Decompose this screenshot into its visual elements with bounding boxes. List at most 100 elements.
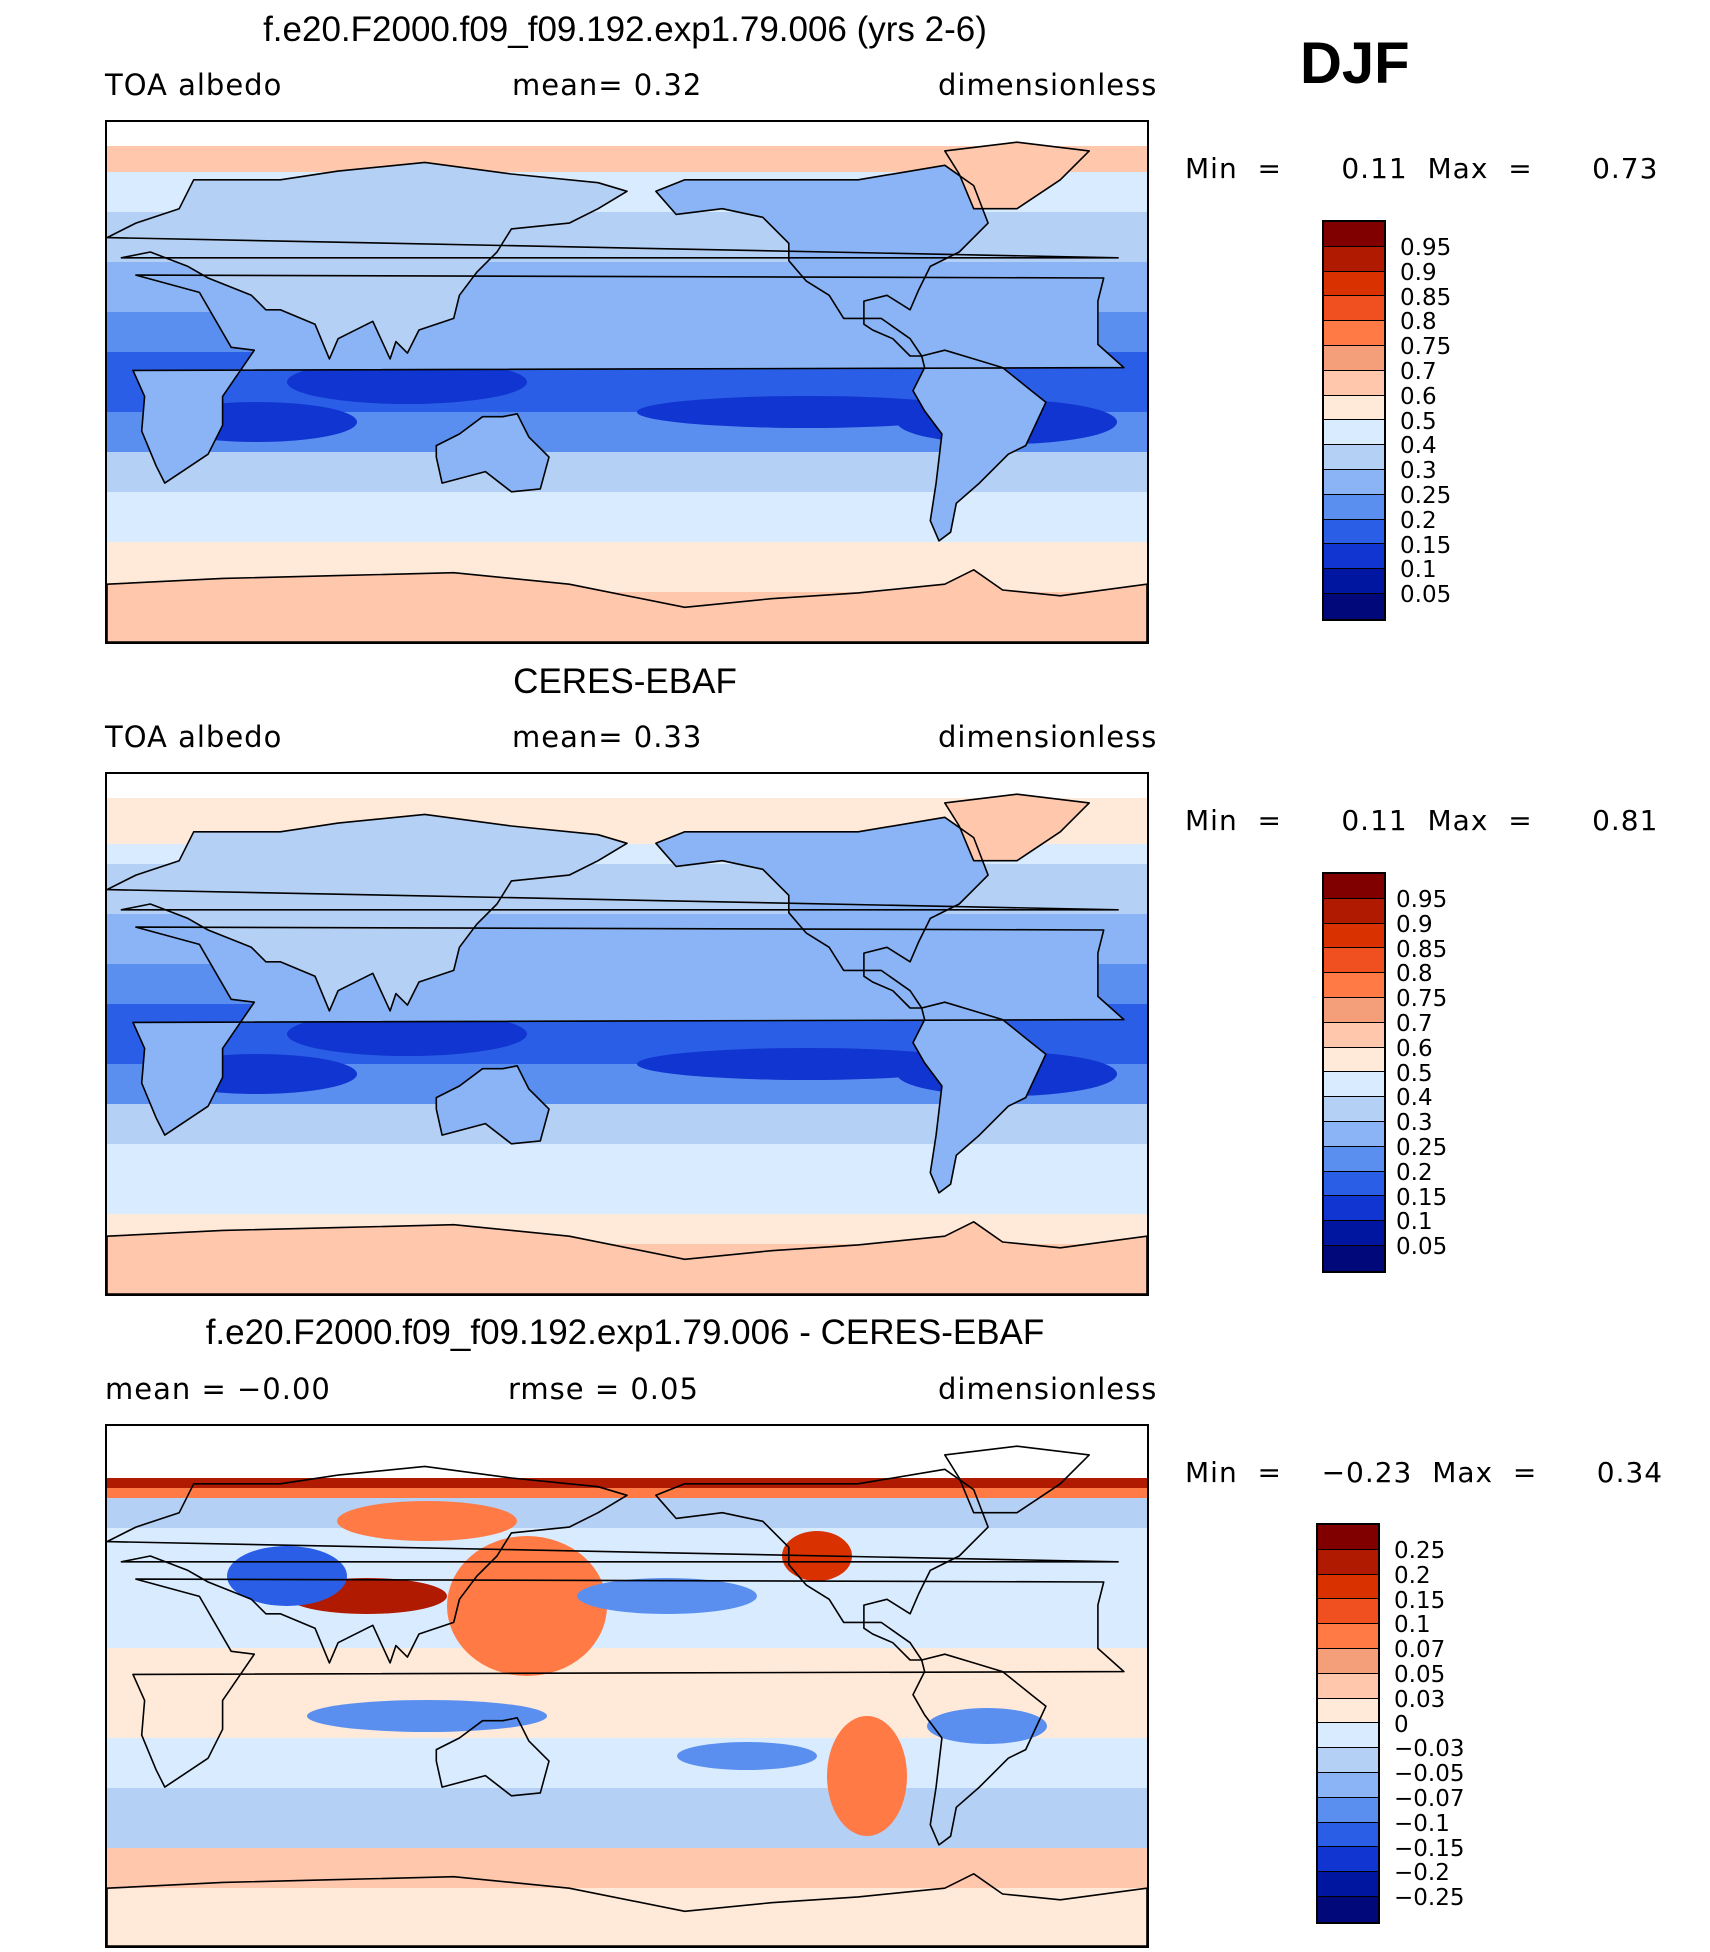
- colorbar-swatch: [1324, 997, 1384, 1023]
- colorbar-tick-label: −0.15: [1394, 1835, 1465, 1862]
- field-band: [107, 1144, 1147, 1214]
- colorbar-swatch: [1324, 874, 1384, 899]
- colorbar-tick-label: 0.25: [1394, 1538, 1446, 1564]
- coastline: [132, 1578, 1125, 1788]
- colorbar-swatch: [1324, 593, 1384, 619]
- colorbar-tick-label: 0.6: [1396, 1035, 1433, 1062]
- land-region: [913, 350, 1046, 541]
- field-band: [107, 1488, 1147, 1498]
- colorbar-swatch: [1324, 1047, 1384, 1073]
- panel-1-minmax: Min = 0.11 Max = 0.73: [1185, 152, 1658, 185]
- colorbar-tick-label: 0.9: [1396, 911, 1433, 938]
- panel-2-min-value: 0.11: [1341, 804, 1408, 837]
- colorbar-swatch: [1324, 494, 1384, 520]
- panel-3-title: f.e20.F2000.f09_f09.192.exp1.79.006 - CE…: [205, 1313, 1045, 1352]
- panel-1-min-value: 0.11: [1341, 152, 1408, 185]
- colorbar-swatch: [1318, 1822, 1378, 1848]
- colorbar-swatch: [1324, 445, 1384, 470]
- panel-3-units-label: dimensionless: [938, 1372, 1158, 1406]
- coastline: [944, 1445, 1090, 1514]
- colorbar-tick-label: 0.05: [1394, 1662, 1446, 1688]
- colorbar-tick-label: 0.95: [1396, 887, 1448, 913]
- land-region: [107, 1221, 1147, 1294]
- coastline: [107, 161, 1119, 360]
- panel-1-colorbar: [1322, 220, 1386, 621]
- colorbar-tick-label: 0.8: [1400, 309, 1437, 336]
- field-blob: [287, 360, 527, 404]
- colorbar-swatch: [1318, 1723, 1378, 1749]
- colorbar-tick-label: 0.2: [1396, 1159, 1433, 1186]
- colorbar-swatch: [1318, 1599, 1378, 1625]
- panel-3-colorbar: [1316, 1523, 1380, 1924]
- colorbar-tick-label: 0.25: [1400, 483, 1452, 509]
- colorbar-swatch: [1318, 1698, 1378, 1724]
- colorbar-swatch: [1324, 370, 1384, 396]
- panel-3-minmax: Min = −0.23 Max = 0.34: [1185, 1456, 1663, 1489]
- panel-1-variable-label: TOA albedo: [105, 68, 283, 102]
- colorbar-tick-label: 0.05: [1400, 582, 1452, 609]
- coastline: [107, 1873, 1147, 1946]
- colorbar-swatch: [1324, 569, 1384, 594]
- field-blob: [827, 1716, 907, 1836]
- colorbar-swatch: [1318, 1673, 1378, 1699]
- field-band: [107, 1426, 1147, 1478]
- colorbar-swatch: [1324, 271, 1384, 297]
- colorbar-tick-label: 0.9: [1400, 259, 1437, 286]
- colorbar-tick-label: 0.1: [1400, 557, 1437, 584]
- colorbar-swatch: [1324, 222, 1384, 247]
- coastline: [912, 1653, 1047, 1846]
- coastline: [107, 813, 1119, 1012]
- colorbar-swatch: [1318, 1648, 1378, 1674]
- colorbar-tick-label: 0.05: [1396, 1234, 1448, 1261]
- field-band: [107, 1478, 1147, 1488]
- colorbar-swatch: [1324, 321, 1384, 346]
- field-band: [107, 1738, 1147, 1788]
- panel-1-mean-label: mean= 0.32: [512, 68, 703, 102]
- coastline: [132, 274, 1125, 484]
- panel-2-min-label: Min =: [1185, 804, 1282, 837]
- colorbar-tick-label: 0.5: [1400, 408, 1437, 435]
- panel-1-max-label: Max =: [1427, 152, 1533, 185]
- colorbar-tick-label: −0.05: [1394, 1761, 1465, 1788]
- colorbar-swatch: [1318, 1797, 1378, 1823]
- colorbar-tick-label: 0.3: [1396, 1110, 1433, 1137]
- panel-1-map: [105, 120, 1149, 644]
- colorbar-tick-label: −0.1: [1394, 1810, 1450, 1837]
- field-blob: [287, 1012, 527, 1056]
- season-label: DJF: [1300, 31, 1410, 96]
- coastline: [655, 816, 989, 1009]
- panel-3-rmse-label: rmse = 0.05: [508, 1372, 699, 1406]
- panel-2-minmax: Min = 0.11 Max = 0.81: [1185, 804, 1658, 837]
- colorbar-tick-label: −0.25: [1394, 1885, 1465, 1912]
- colorbar-tick-label: 0.4: [1396, 1085, 1433, 1112]
- field-band: [107, 492, 1147, 542]
- panel-2-variable-label: TOA albedo: [105, 720, 283, 754]
- panel-2-units-label: dimensionless: [938, 720, 1158, 754]
- colorbar-tick-label: 0.1: [1396, 1209, 1433, 1236]
- colorbar-tick-label: 0.5: [1396, 1060, 1433, 1087]
- field-blob: [677, 1742, 817, 1770]
- coastline: [435, 1717, 550, 1797]
- colorbar-swatch: [1318, 1872, 1378, 1897]
- colorbar-tick-label: 0.25: [1396, 1135, 1448, 1161]
- panel-2-map: [105, 772, 1149, 1296]
- colorbar-swatch: [1318, 1549, 1378, 1575]
- panel-3-min-value: −0.23: [1321, 1456, 1413, 1489]
- colorbar-swatch: [1324, 1221, 1384, 1246]
- land-region: [107, 814, 1119, 1011]
- field-band: [107, 774, 1147, 798]
- field-band: [107, 1788, 1147, 1848]
- colorbar-swatch: [1324, 948, 1384, 974]
- colorbar-tick-label: 0.2: [1400, 507, 1437, 534]
- panel-1-title: f.e20.F2000.f09_f09.192.exp1.79.006 (yrs…: [263, 10, 987, 49]
- colorbar-swatch: [1318, 1896, 1378, 1922]
- colorbar-tick-label: 0.6: [1400, 383, 1437, 410]
- coastline: [655, 1468, 989, 1661]
- colorbar-swatch: [1324, 898, 1384, 924]
- coastline: [107, 1465, 1119, 1664]
- colorbar-tick-label: 0.15: [1400, 532, 1452, 559]
- panel-2-title: CERES-EBAF: [513, 662, 737, 701]
- panel-3-max-label: Max =: [1432, 1456, 1538, 1489]
- land-region: [436, 1065, 549, 1144]
- coastline: [107, 569, 1147, 642]
